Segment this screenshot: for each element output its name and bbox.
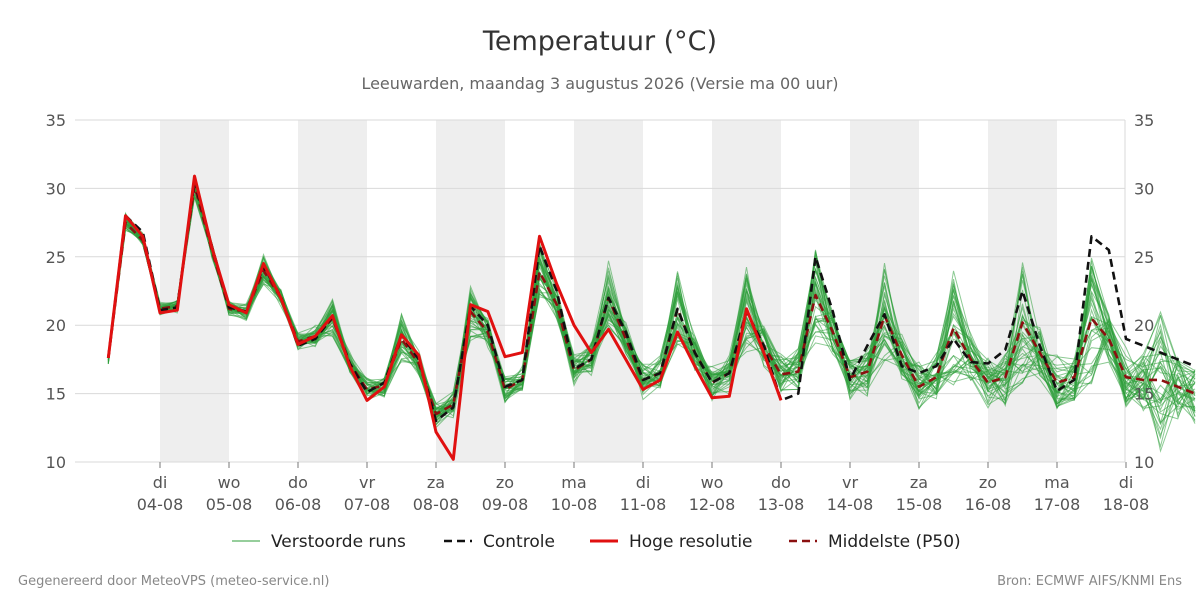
day-band bbox=[850, 120, 919, 462]
x-tick-day: wo bbox=[701, 473, 724, 492]
y-tick-label: 25 bbox=[1134, 248, 1154, 267]
series-line-hoge-resolutie bbox=[106, 174, 783, 461]
y-tick-label: 30 bbox=[46, 179, 66, 198]
y-axis-left: 10 15 20 25 30 35 bbox=[46, 111, 66, 472]
x-tick-date: 12-08 bbox=[689, 495, 736, 514]
x-tick-day: ma bbox=[561, 473, 586, 492]
legend-label: Controle bbox=[483, 532, 555, 552]
x-tick-date: 08-08 bbox=[413, 495, 460, 514]
x-tick-day: zo bbox=[496, 473, 514, 492]
footer-generator: Gegenereerd door MeteoVPS (meteo-service… bbox=[18, 574, 329, 589]
y-tick-label: 10 bbox=[46, 453, 66, 472]
x-tick-date: 09-08 bbox=[482, 495, 529, 514]
legend-label: Middelste (P50) bbox=[828, 532, 961, 552]
y-tick-label: 15 bbox=[1134, 385, 1154, 404]
x-tick-date: 17-08 bbox=[1034, 495, 1081, 514]
y-tick-label: 35 bbox=[46, 111, 66, 130]
x-tick-date: 07-08 bbox=[344, 495, 391, 514]
x-tick-date: 04-08 bbox=[137, 495, 184, 514]
x-tick-date: 15-08 bbox=[896, 495, 943, 514]
x-tick-date: 06-08 bbox=[275, 495, 322, 514]
y-tick-label: 35 bbox=[1134, 111, 1154, 130]
x-tick-date: 10-08 bbox=[551, 495, 598, 514]
day-band bbox=[160, 120, 229, 462]
x-tick-date: 11-08 bbox=[620, 495, 667, 514]
x-tick-day: za bbox=[910, 473, 928, 492]
x-tick-date: 14-08 bbox=[827, 495, 874, 514]
x-tick-day: ma bbox=[1044, 473, 1069, 492]
y-tick-label: 20 bbox=[46, 316, 66, 335]
x-axis: di 04-08 wo 05-08 do 06-08 vr 07-08 za 08-08 zo 09-… bbox=[137, 462, 1150, 514]
x-tick-date: 18-08 bbox=[1103, 495, 1150, 514]
legend-label: Verstoorde runs bbox=[271, 532, 406, 552]
grid-lines bbox=[75, 119, 1126, 463]
y-tick-label: 20 bbox=[1134, 316, 1154, 335]
series-line-controle bbox=[107, 180, 1196, 423]
y-tick-label: 15 bbox=[46, 385, 66, 404]
x-tick-day: do bbox=[771, 473, 791, 492]
x-tick-day: vr bbox=[842, 473, 858, 492]
x-tick-date: 13-08 bbox=[758, 495, 805, 514]
y-tick-label: 10 bbox=[1134, 453, 1154, 472]
x-tick-day: di bbox=[1119, 473, 1134, 492]
x-tick-day: wo bbox=[218, 473, 241, 492]
legend-label: Hoge resolutie bbox=[629, 532, 753, 552]
main-series bbox=[106, 174, 1196, 461]
legend: Verstoorde runs Controle Hoge resolutie Mid… bbox=[232, 532, 961, 552]
y-tick-label: 25 bbox=[46, 248, 66, 267]
footer-source: Bron: ECMWF AIFS/KNMI Ens bbox=[997, 574, 1182, 589]
x-tick-date: 16-08 bbox=[965, 495, 1012, 514]
x-tick-day: za bbox=[427, 473, 445, 492]
day-band bbox=[298, 120, 367, 462]
chart-title: Temperatuur (°C) bbox=[482, 26, 717, 57]
x-tick-date: 05-08 bbox=[206, 495, 253, 514]
y-axis-right: 10 15 20 25 30 35 bbox=[1134, 111, 1154, 472]
x-tick-day: zo bbox=[979, 473, 997, 492]
chart-subtitle: Leeuwarden, maandag 3 augustus 2026 (Ver… bbox=[361, 74, 838, 93]
x-tick-day: do bbox=[288, 473, 308, 492]
x-tick-day: di bbox=[153, 473, 168, 492]
x-tick-day: di bbox=[636, 473, 651, 492]
y-tick-label: 30 bbox=[1134, 179, 1154, 198]
x-tick-day: vr bbox=[359, 473, 375, 492]
